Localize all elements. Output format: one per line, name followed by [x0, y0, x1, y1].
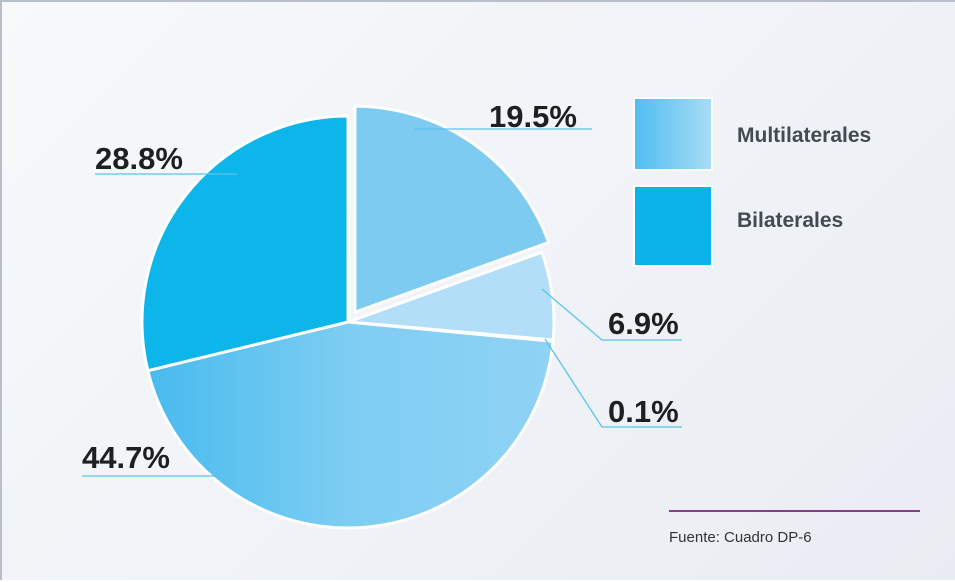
slice-label-1: 6.9%	[608, 306, 679, 341]
legend-label-bilaterales: Bilaterales	[737, 209, 843, 232]
legend-swatch-multilaterales	[633, 97, 713, 171]
slice-label-3: 44.7%	[82, 440, 170, 475]
pie-slice-44-7	[146, 320, 555, 530]
legend-label-multilaterales: Multilaterales	[737, 124, 871, 147]
slice-label-4: 28.8%	[95, 141, 183, 176]
slice-label-0: 19.5%	[489, 99, 577, 134]
pie-slice-19-5	[353, 104, 551, 314]
slice-labels: 19.5% 6.9% 0.1% 44.7% 28.8%	[82, 99, 679, 475]
leader-lines	[82, 128, 682, 477]
pie-slices	[140, 104, 556, 530]
leader-line-2	[544, 338, 682, 428]
source-note: Fuente: Cuadro DP-6	[669, 510, 920, 546]
pie-slice-28-8	[140, 114, 350, 373]
slice-label-2: 0.1%	[608, 394, 679, 429]
legend-swatch-bilaterales	[633, 185, 713, 267]
legend: Multilaterales Bilaterales	[633, 97, 871, 267]
leader-line-1	[541, 288, 682, 341]
source-text: Fuente: Cuadro DP-6	[669, 529, 812, 546]
